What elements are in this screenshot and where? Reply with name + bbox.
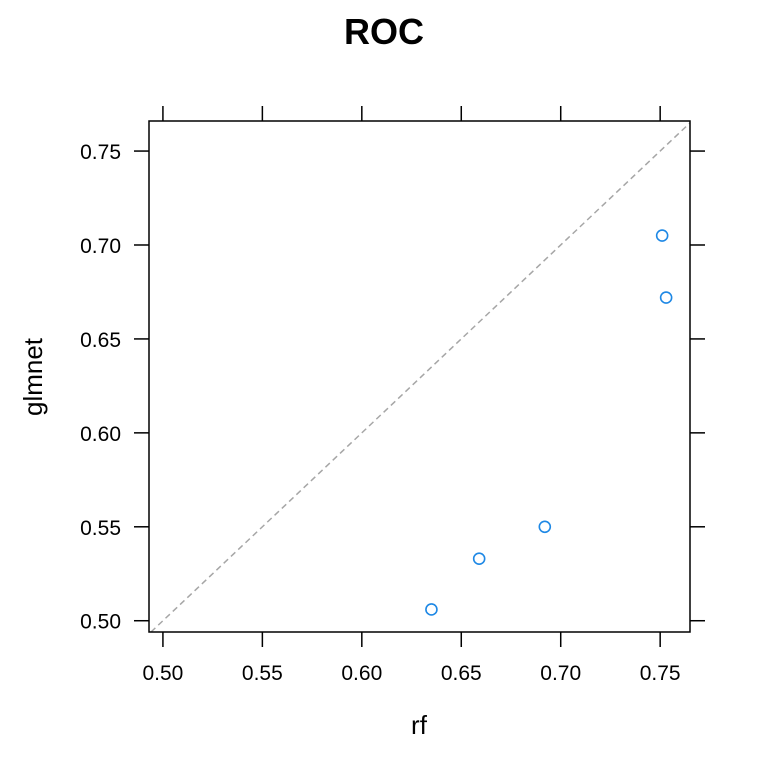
x-tick-label: 0.60 (341, 662, 382, 685)
data-point (538, 520, 552, 534)
data-point (472, 552, 486, 566)
y-tick-label: 0.65 (80, 329, 121, 352)
x-tick-label: 0.75 (640, 662, 681, 685)
y-tick-label: 0.70 (80, 235, 121, 258)
x-tick-label: 0.65 (441, 662, 482, 685)
y-tick-label: 0.75 (80, 141, 121, 164)
data-point (655, 229, 669, 242)
ticks-layer: 0.50 0.55 0.60 0.65 0.70 0.75 0.50 0.55 0.60 0.65… (80, 106, 705, 685)
chart-title: ROC (344, 11, 424, 52)
plot-frame (148, 120, 691, 633)
x-tick-label: 0.50 (142, 662, 183, 685)
x-tick-label: 0.70 (540, 662, 581, 685)
data-point (659, 291, 673, 304)
y-axis-label: glmnet (18, 337, 48, 416)
y-tick-label: 0.55 (80, 517, 121, 540)
reference-line-layer (150, 122, 691, 633)
x-axis-label: rf (411, 710, 428, 740)
identity-reference-line (150, 122, 691, 633)
y-tick-label: 0.50 (80, 611, 121, 634)
x-tick-label: 0.55 (242, 662, 283, 685)
y-tick-label: 0.60 (80, 423, 121, 446)
points-layer (425, 229, 673, 616)
data-point (425, 603, 438, 616)
